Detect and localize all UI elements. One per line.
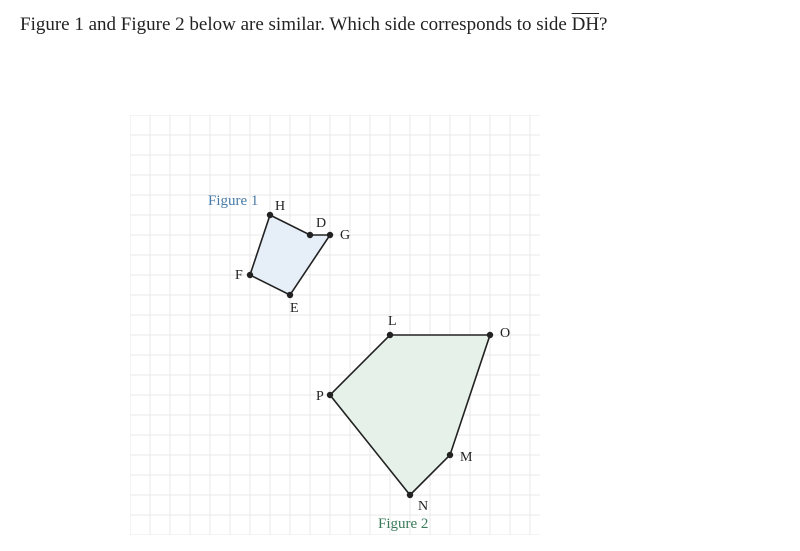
question-prefix: Figure 1 and Figure 2 below are similar.…: [20, 14, 572, 35]
question-suffix: ?: [599, 14, 607, 35]
vertex-label-L: L: [388, 314, 397, 329]
vertex-O: [487, 332, 493, 338]
grid-area: H DG E F Figure 1 L O M N P Figure 2: [130, 115, 540, 535]
vertex-label-D: D: [316, 216, 326, 231]
vertex-E: [287, 292, 293, 298]
question-side: DH: [572, 14, 599, 35]
figure-1-label: Figure 1: [208, 193, 258, 209]
figure-2: L O M N P Figure 2: [316, 314, 510, 532]
figure-2-label: Figure 2: [378, 516, 428, 532]
vertex-label-M: M: [460, 450, 473, 465]
vertex-G: [327, 232, 333, 238]
grid-lines: [130, 115, 540, 535]
vertex-label-H: H: [275, 199, 285, 214]
question-text: Figure 1 and Figure 2 below are similar.…: [0, 0, 800, 50]
geometry-svg: H DG E F Figure 1 L O M N P Figure 2: [130, 115, 540, 535]
vertex-M: [447, 452, 453, 458]
vertex-P: [327, 392, 333, 398]
vertex-label-E: E: [290, 301, 299, 316]
vertex-label-F: F: [235, 268, 243, 283]
vertex-label-P: P: [316, 389, 324, 404]
vertex-N: [407, 492, 413, 498]
vertex-label-O: O: [500, 326, 510, 341]
vertex-label-N: N: [418, 499, 428, 514]
vertex-label-G: G: [340, 228, 350, 243]
vertex-F: [247, 272, 253, 278]
vertex-L: [387, 332, 393, 338]
vertex-H: [267, 212, 273, 218]
vertex-D: [307, 232, 313, 238]
